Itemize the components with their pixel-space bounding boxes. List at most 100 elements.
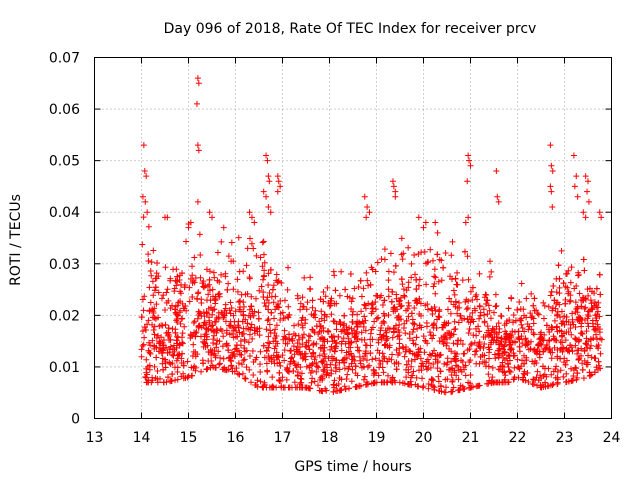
data-point xyxy=(277,297,284,304)
data-point xyxy=(521,328,528,335)
data-point xyxy=(150,247,157,254)
data-point xyxy=(269,286,276,293)
data-point xyxy=(291,351,298,358)
data-point xyxy=(572,299,579,306)
data-point xyxy=(250,245,257,252)
data-point xyxy=(424,306,431,313)
data-point xyxy=(435,378,442,385)
data-point xyxy=(528,290,535,297)
data-point xyxy=(145,317,152,324)
data-point xyxy=(442,384,449,391)
data-point xyxy=(582,340,589,347)
data-point xyxy=(269,374,276,381)
data-point xyxy=(468,340,475,347)
data-point xyxy=(591,369,598,376)
data-point xyxy=(379,302,386,309)
data-point xyxy=(147,299,154,306)
data-point xyxy=(145,223,152,230)
data-point xyxy=(551,317,558,324)
data-point xyxy=(481,312,488,319)
data-point xyxy=(324,284,331,291)
data-point xyxy=(247,326,254,333)
data-point xyxy=(405,299,412,306)
data-point xyxy=(405,284,412,291)
data-point xyxy=(367,350,374,357)
data-point xyxy=(197,333,204,340)
data-point xyxy=(309,360,316,367)
data-point xyxy=(322,293,329,300)
data-point xyxy=(201,319,208,326)
data-point xyxy=(154,379,161,386)
data-point xyxy=(257,361,264,368)
data-point xyxy=(272,326,279,333)
data-point xyxy=(540,348,547,355)
data-point xyxy=(251,330,258,337)
data-point xyxy=(444,306,451,313)
data-point xyxy=(454,269,461,276)
data-point xyxy=(431,273,438,280)
data-point xyxy=(568,331,575,338)
data-point xyxy=(181,284,188,291)
data-point xyxy=(529,358,536,365)
data-point xyxy=(333,364,340,371)
data-point xyxy=(341,383,348,390)
data-point xyxy=(422,337,429,344)
data-point xyxy=(309,375,316,382)
data-point xyxy=(154,260,161,267)
data-point xyxy=(470,318,477,325)
data-point xyxy=(241,336,248,343)
data-point xyxy=(363,269,370,276)
data-point xyxy=(216,361,223,368)
data-point xyxy=(332,361,339,368)
data-point xyxy=(522,342,529,349)
data-point xyxy=(352,330,359,337)
data-point xyxy=(223,309,230,316)
data-point xyxy=(467,341,474,348)
data-point xyxy=(574,370,581,377)
data-point xyxy=(435,373,442,380)
data-point xyxy=(273,349,280,356)
data-point xyxy=(320,336,327,343)
data-point xyxy=(489,334,496,341)
data-point xyxy=(179,270,186,277)
data-point xyxy=(444,376,451,383)
data-point xyxy=(271,315,278,322)
data-point xyxy=(338,268,345,275)
data-point xyxy=(149,321,156,328)
data-point xyxy=(372,299,379,306)
data-point xyxy=(534,310,541,317)
data-point xyxy=(422,219,429,226)
data-point xyxy=(159,346,166,353)
data-point xyxy=(361,313,368,320)
data-point xyxy=(484,323,491,330)
data-point xyxy=(317,345,324,352)
data-point xyxy=(392,188,399,195)
data-point xyxy=(551,297,558,304)
data-point xyxy=(424,356,431,363)
data-point xyxy=(549,324,556,331)
data-point xyxy=(530,376,537,383)
data-point xyxy=(555,262,562,269)
data-point xyxy=(509,328,516,335)
data-point xyxy=(327,346,334,353)
data-point xyxy=(309,326,316,333)
data-point xyxy=(328,311,335,318)
data-point xyxy=(413,286,420,293)
data-point xyxy=(401,292,408,299)
data-point xyxy=(145,251,152,258)
data-point xyxy=(380,310,387,317)
data-point xyxy=(495,320,502,327)
x-tick-label: 21 xyxy=(462,430,480,446)
data-point xyxy=(241,375,248,382)
data-point xyxy=(164,214,171,221)
data-point xyxy=(142,326,149,333)
data-point xyxy=(220,355,227,362)
data-point xyxy=(138,346,145,353)
data-point xyxy=(436,338,443,345)
data-point xyxy=(465,329,472,336)
data-point xyxy=(479,358,486,365)
data-point xyxy=(575,271,582,278)
data-point xyxy=(416,276,423,283)
data-point xyxy=(501,342,508,349)
data-point xyxy=(432,356,439,363)
